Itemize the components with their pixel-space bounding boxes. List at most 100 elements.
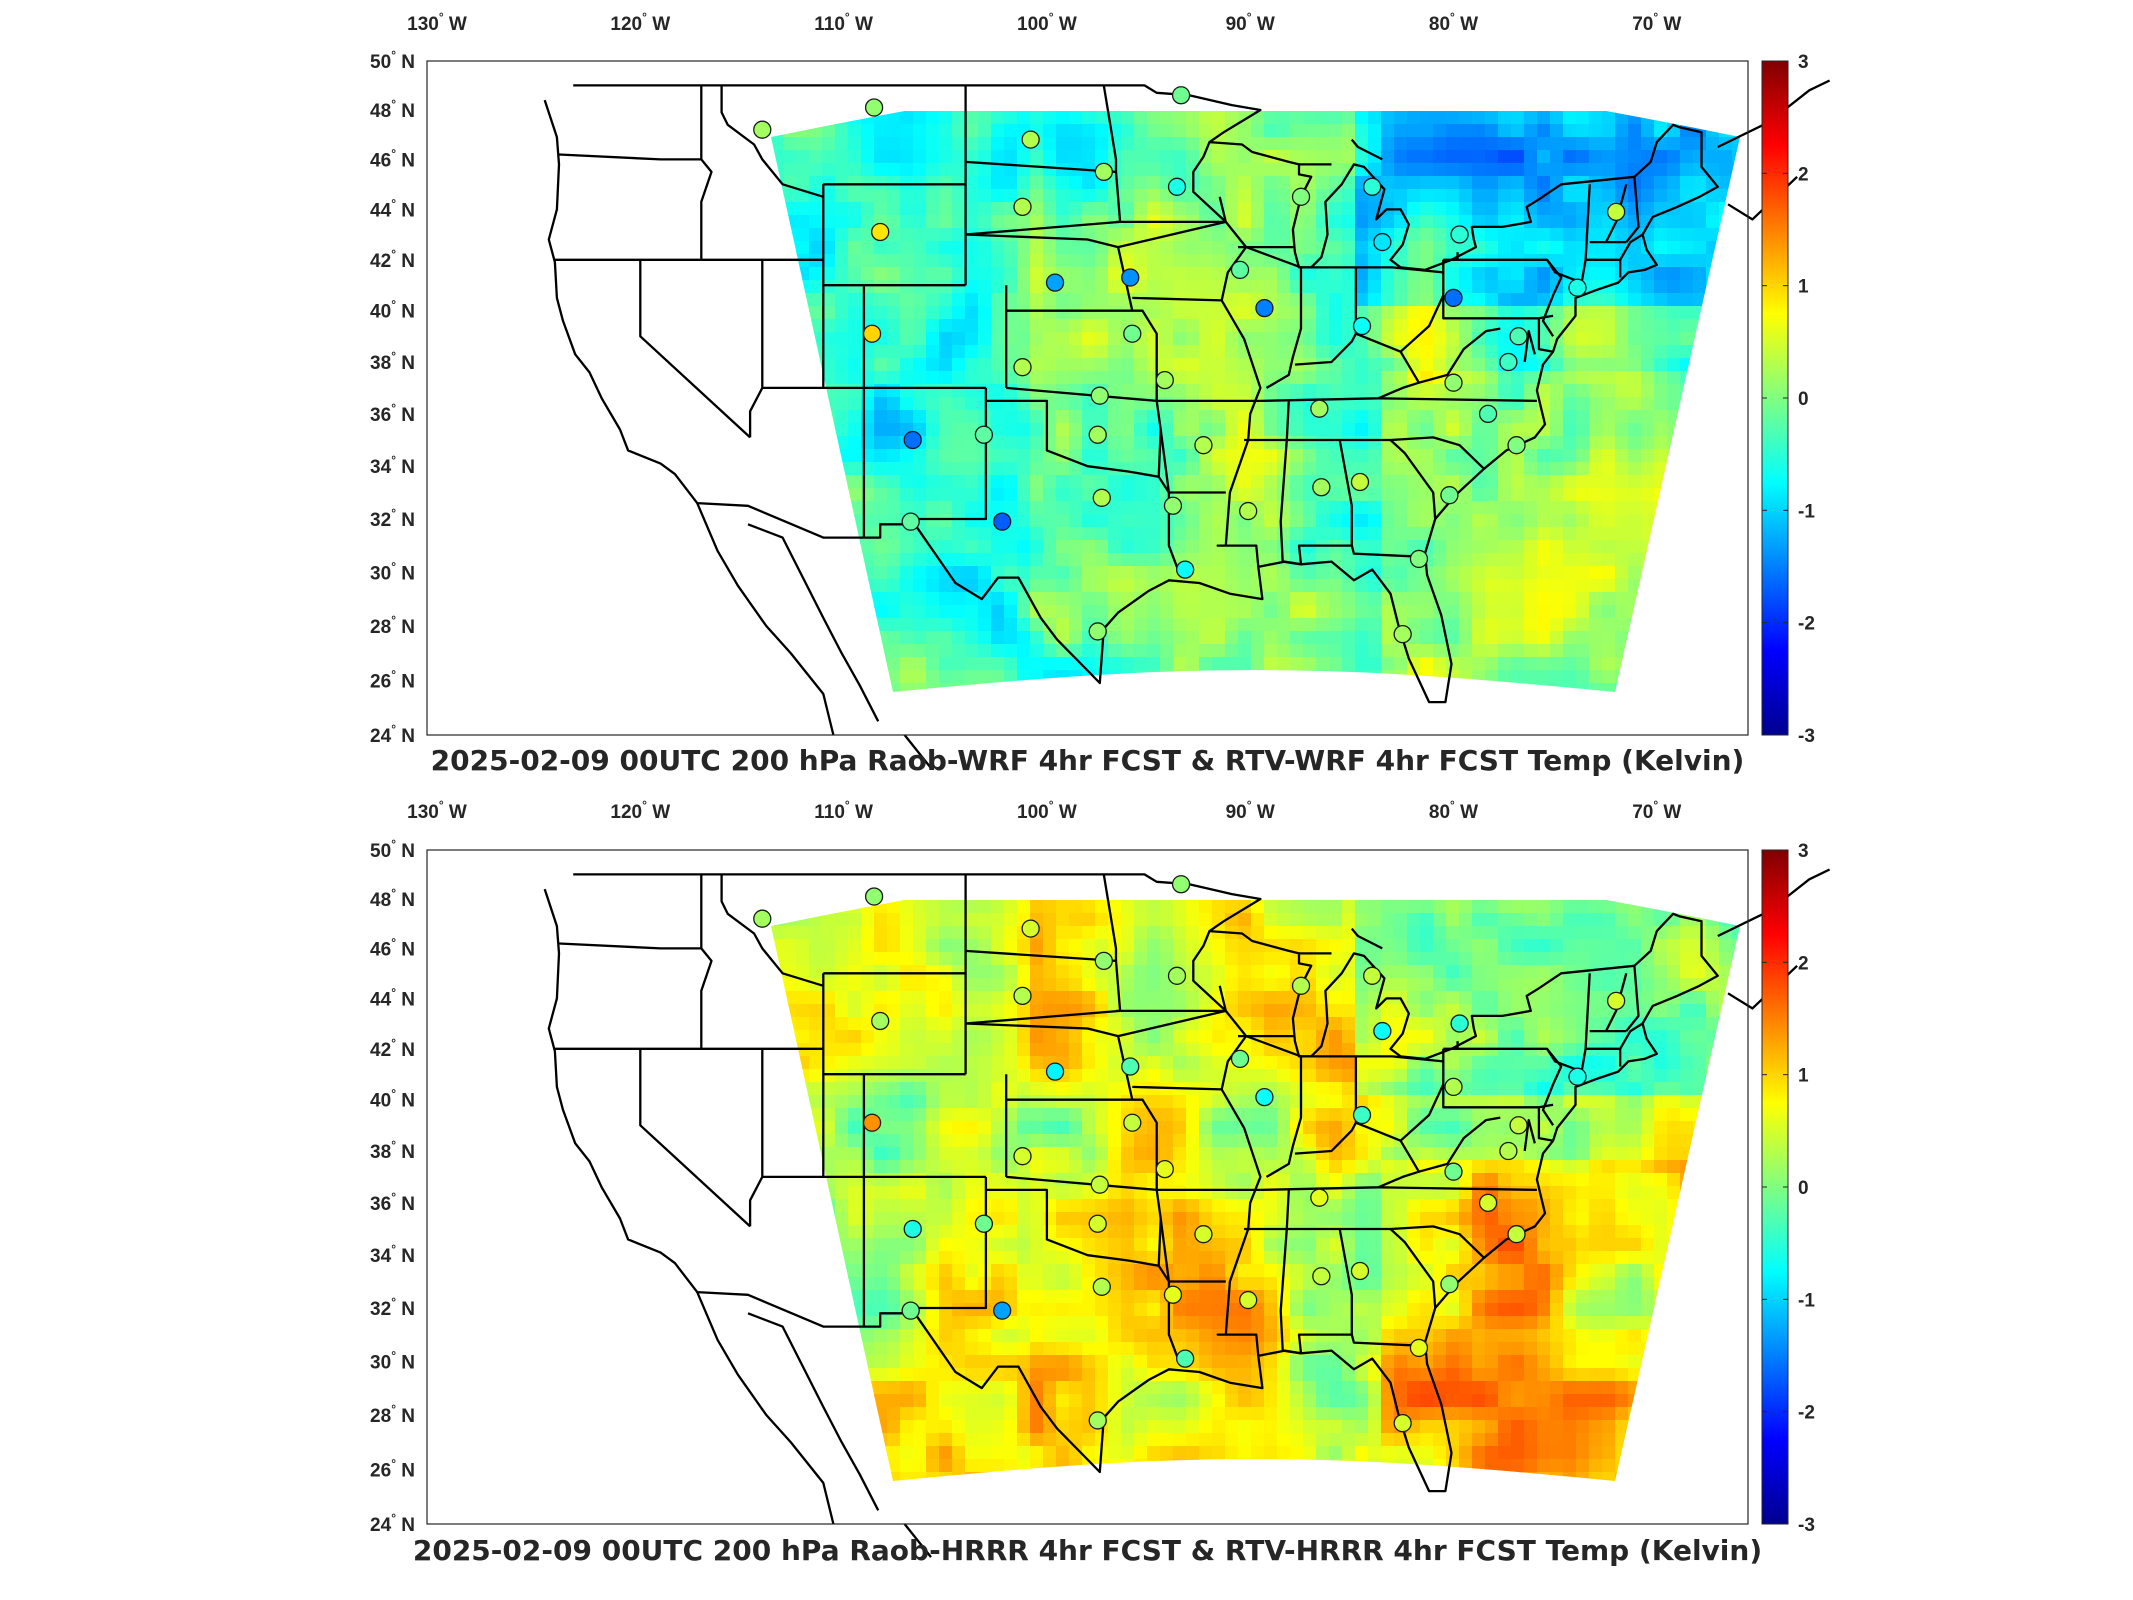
field-cell — [1303, 939, 1317, 953]
field-cell — [1394, 124, 1408, 138]
field-cell — [991, 978, 1005, 992]
field-cell — [1550, 111, 1564, 125]
field-cell — [1433, 267, 1447, 281]
field-cell — [1706, 644, 1720, 658]
field-cell — [1680, 1069, 1694, 1083]
field-cell — [1173, 991, 1187, 1005]
field-cell — [1732, 189, 1740, 203]
field-cell — [1654, 358, 1668, 372]
field-cell — [848, 306, 862, 320]
field-cell — [783, 137, 797, 151]
field-cell — [926, 618, 940, 632]
field-cell — [1602, 397, 1616, 411]
field-cell — [1706, 1030, 1720, 1044]
field-cell — [1537, 514, 1551, 528]
field-cell — [1537, 1017, 1551, 1031]
field-cell — [1069, 553, 1083, 567]
field-cell — [1498, 978, 1512, 992]
field-cell — [1368, 900, 1382, 914]
field-cell — [1355, 397, 1369, 411]
field-cell — [1290, 965, 1304, 979]
field-cell — [1589, 267, 1603, 281]
field-cell — [1654, 913, 1668, 927]
field-cell — [913, 111, 927, 125]
field-cell — [1238, 605, 1252, 619]
field-cell — [1537, 553, 1551, 567]
field-cell — [1407, 991, 1421, 1005]
latitude-tick-labels: 50° N48° N46° N44° N42° N40° N38° N36° N… — [370, 837, 415, 1536]
field-cell — [1498, 501, 1512, 515]
field-cell — [1043, 319, 1057, 333]
field-cell — [1693, 202, 1707, 216]
field-cell — [1472, 150, 1486, 164]
boundary-line — [1282, 560, 1302, 566]
field-cell — [965, 926, 979, 940]
field-cell — [1017, 436, 1031, 450]
field-cell — [1303, 683, 1317, 692]
field-cell — [1277, 1082, 1291, 1096]
field-cell — [796, 449, 810, 463]
field-cell — [809, 1056, 823, 1070]
field-cell — [1732, 965, 1740, 979]
field-cell — [1420, 397, 1434, 411]
field-cell — [1641, 965, 1655, 979]
field-cell — [1147, 926, 1161, 940]
field-cell — [1693, 384, 1707, 398]
field-cell — [1537, 111, 1551, 125]
field-cell — [926, 900, 940, 914]
field-cell — [1355, 1056, 1369, 1070]
field-cell — [1524, 189, 1538, 203]
field-cell — [1069, 631, 1083, 645]
field-cell — [1537, 1056, 1551, 1070]
field-cell — [1225, 280, 1239, 294]
field-cell — [1693, 1004, 1707, 1018]
field-cell — [1290, 709, 1304, 723]
field-cell — [939, 475, 953, 489]
field-cell — [1719, 913, 1733, 927]
panel-title: 2025-02-09 00UTC 200 hPa Raob-WRF 4hr FC… — [431, 744, 1745, 777]
field-cell — [1017, 1069, 1031, 1083]
field-cell — [1238, 527, 1252, 541]
field-cell — [926, 1095, 940, 1109]
field-cell — [1420, 280, 1434, 294]
field-cell — [1511, 488, 1525, 502]
field-cell — [1394, 965, 1408, 979]
field-cell — [1589, 978, 1603, 992]
field-cell — [835, 150, 849, 164]
field-cell — [1108, 592, 1122, 606]
field-cell — [1004, 436, 1018, 450]
field-cell — [1563, 527, 1577, 541]
field-cell — [771, 228, 784, 242]
field-cell — [771, 939, 784, 953]
field-cell — [1082, 592, 1096, 606]
field-cell — [1589, 410, 1603, 424]
field-cell — [926, 952, 940, 966]
field-cell — [1719, 978, 1733, 992]
field-cell — [1615, 501, 1629, 515]
field-cell — [783, 670, 797, 684]
field-cell — [809, 1004, 823, 1018]
field-cell — [1446, 202, 1460, 216]
field-cell — [1498, 644, 1512, 658]
field-cell — [900, 202, 914, 216]
field-cell — [978, 553, 992, 567]
field-cell — [1121, 900, 1135, 914]
field-cell — [1498, 319, 1512, 333]
field-cell — [1186, 384, 1200, 398]
field-cell — [809, 1082, 823, 1096]
field-cell — [1550, 1043, 1564, 1057]
field-cell — [939, 410, 953, 424]
field-cell — [1654, 293, 1668, 307]
field-cell — [1511, 267, 1525, 281]
field-cell — [1342, 358, 1356, 372]
field-cell — [1238, 475, 1252, 489]
field-cell — [1147, 423, 1161, 437]
field-cell — [1732, 579, 1740, 593]
field-cell — [1147, 410, 1161, 424]
field-cell — [978, 670, 992, 684]
field-cell — [1485, 631, 1499, 645]
boundary-line — [543, 84, 1719, 704]
field-cell — [1680, 618, 1694, 632]
field-cell — [848, 189, 862, 203]
field-cell — [1498, 696, 1512, 710]
